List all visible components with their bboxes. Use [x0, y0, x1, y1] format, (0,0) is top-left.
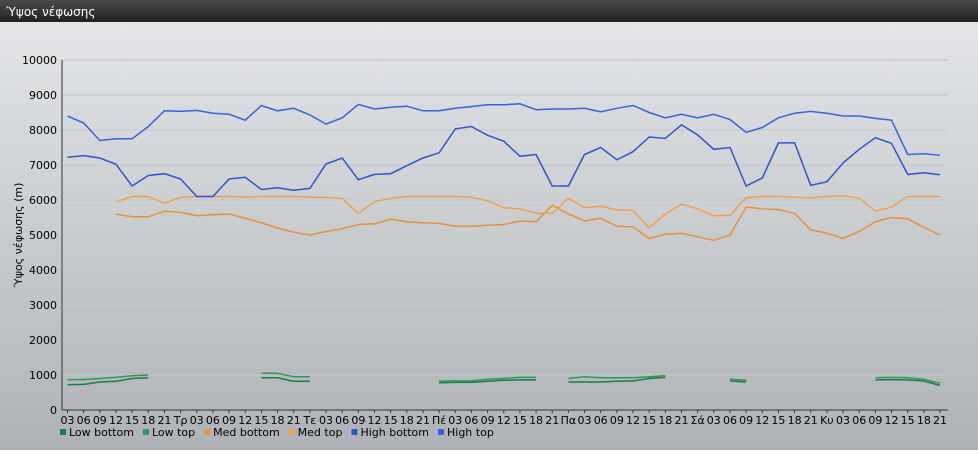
x-tick-label: 09 [222, 414, 236, 427]
x-tick-label: Τε [303, 414, 317, 427]
legend-swatch [288, 429, 295, 435]
x-tick-label: 18 [271, 414, 285, 427]
x-tick-label: Πα [561, 414, 577, 427]
x-tick-label: 09 [739, 414, 753, 427]
x-tick-label: 21 [287, 414, 301, 427]
x-tick-label: 21 [804, 414, 818, 427]
x-tick-label: 03 [448, 414, 462, 427]
x-tick-label: 21 [545, 414, 559, 427]
x-tick-label: 12 [626, 414, 640, 427]
x-tick-label: 06 [77, 414, 91, 427]
x-tick-label: 15 [384, 414, 398, 427]
y-tick-label: 1000 [29, 369, 57, 382]
x-tick-label: 15 [254, 414, 268, 427]
x-tick-label: Σά [691, 414, 705, 427]
y-tick-label: 6000 [29, 194, 57, 207]
x-tick-label: 12 [109, 414, 123, 427]
y-tick-label: 8000 [29, 124, 57, 137]
y-axis-label: Ύψος νέφωσης (m) [12, 183, 25, 289]
legend-swatch [351, 429, 358, 435]
legend-swatch [60, 429, 66, 435]
x-tick-label: 18 [917, 414, 931, 427]
x-tick-label: Τρ [173, 414, 188, 427]
x-tick-label: 06 [723, 414, 737, 427]
series-line [67, 103, 941, 156]
x-tick-label: 18 [529, 414, 543, 427]
series-line [67, 123, 941, 198]
series-line [115, 204, 941, 242]
x-tick-label: 21 [933, 414, 947, 427]
x-tick-label: 15 [901, 414, 915, 427]
legend-swatch [204, 429, 211, 435]
x-tick-label: 06 [206, 414, 220, 427]
x-tick-label: Κυ [820, 414, 834, 427]
legend-label: High top [447, 426, 494, 439]
x-tick-label: Πέ [432, 414, 446, 427]
x-tick-label: 12 [497, 414, 511, 427]
chart-title: Ύψος νέφωσης [5, 5, 95, 19]
x-tick-label: 09 [93, 414, 107, 427]
y-tick-label: 3000 [29, 299, 57, 312]
x-tick-label: 06 [464, 414, 478, 427]
x-tick-label: 09 [868, 414, 882, 427]
y-tick-label: 7000 [29, 159, 57, 172]
x-tick-label: 06 [594, 414, 608, 427]
legend-label: Low top [152, 426, 195, 439]
x-tick-label: 03 [578, 414, 592, 427]
x-tick-label: 06 [335, 414, 349, 427]
x-tick-label: 15 [642, 414, 656, 427]
x-tick-label: 03 [836, 414, 850, 427]
x-tick-label: 09 [610, 414, 624, 427]
legend-label: Med bottom [213, 426, 280, 439]
x-tick-label: 03 [707, 414, 721, 427]
series-line [67, 372, 941, 385]
series-line [67, 376, 941, 387]
x-tick-label: 09 [351, 414, 365, 427]
x-tick-label: 21 [674, 414, 688, 427]
legend-label: Med top [298, 426, 343, 439]
x-tick-label: 21 [157, 414, 171, 427]
x-tick-label: 18 [788, 414, 802, 427]
y-tick-label: 0 [50, 404, 57, 417]
x-tick-label: 06 [852, 414, 866, 427]
y-tick-label: 9000 [29, 89, 57, 102]
x-tick-label: 12 [755, 414, 769, 427]
y-tick-label: 10000 [22, 54, 57, 67]
y-tick-label: 2000 [29, 334, 57, 347]
header [0, 0, 978, 22]
y-tick-label: 4000 [29, 264, 57, 277]
x-tick-label: 15 [125, 414, 139, 427]
x-tick-label: 21 [416, 414, 430, 427]
x-tick-label: 12 [885, 414, 899, 427]
legend-swatch [142, 429, 149, 435]
x-tick-label: 18 [141, 414, 155, 427]
x-tick-label: 09 [481, 414, 495, 427]
legend-label: High bottom [360, 426, 429, 439]
x-tick-label: 03 [61, 414, 75, 427]
series-line [115, 195, 940, 230]
x-tick-label: 03 [319, 414, 333, 427]
x-tick-label: 03 [190, 414, 204, 427]
x-tick-label: 12 [367, 414, 381, 427]
x-tick-label: 12 [238, 414, 252, 427]
x-tick-label: 18 [658, 414, 672, 427]
x-tick-label: 15 [513, 414, 527, 427]
x-tick-label: 15 [771, 414, 785, 427]
legend-swatch [438, 429, 444, 435]
legend-label: Low bottom [69, 426, 134, 439]
y-tick-label: 5000 [29, 229, 57, 242]
x-tick-label: 18 [400, 414, 414, 427]
